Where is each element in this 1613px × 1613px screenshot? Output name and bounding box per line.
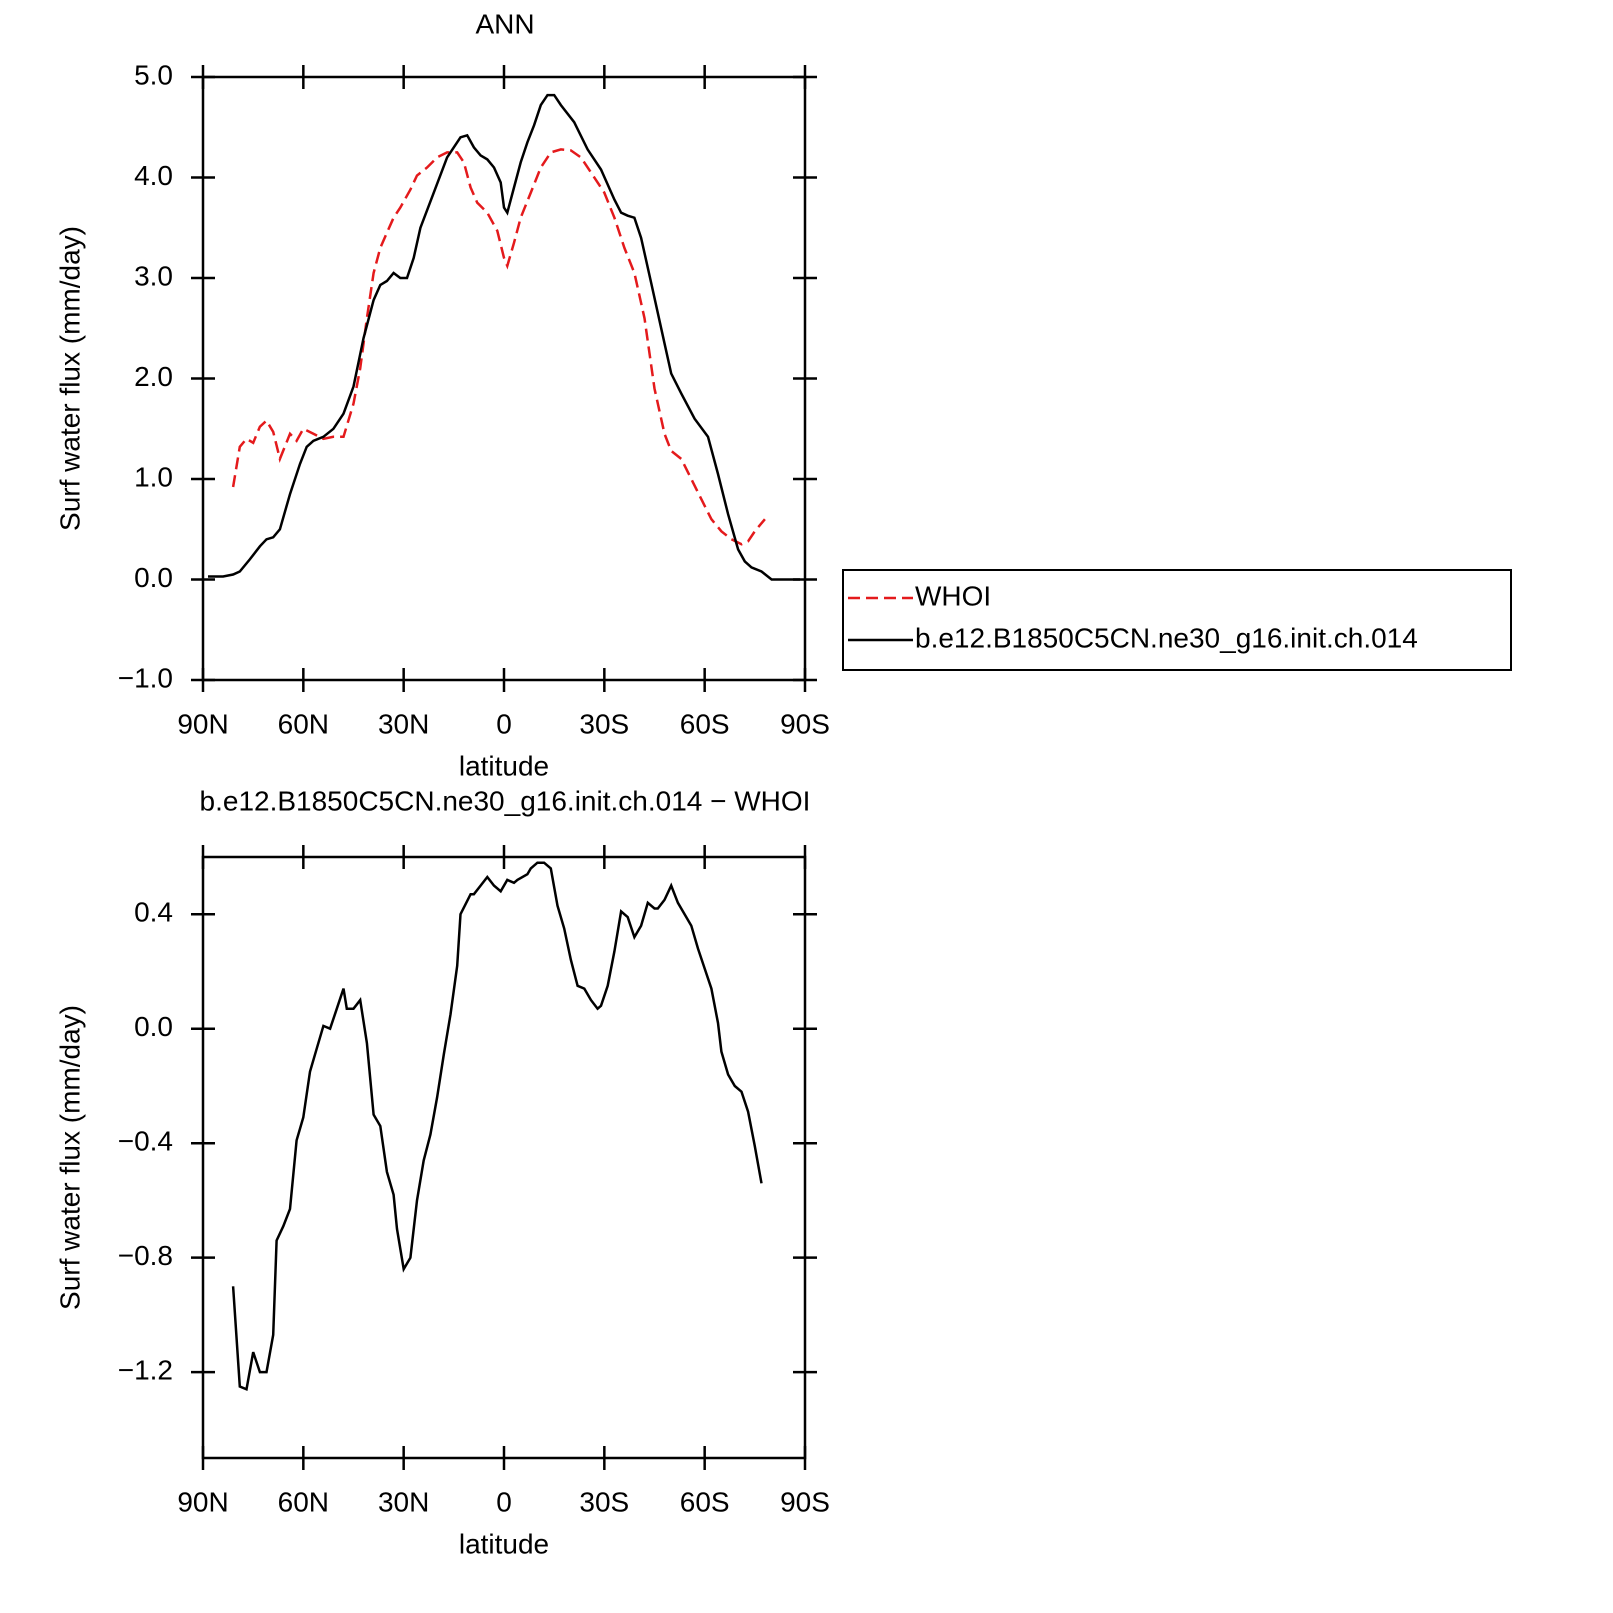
data-line (208, 93, 800, 581)
x-tick-label: 90S (780, 708, 830, 739)
x-tick-label: 30S (579, 1486, 629, 1517)
y-tick-label: 0.4 (134, 897, 173, 928)
y-tick-label: 0.0 (134, 1011, 173, 1042)
x-tick-label: 30S (579, 708, 629, 739)
legend-box (842, 569, 1512, 671)
chart-title: ANN (475, 8, 534, 39)
x-tick-label: 60N (278, 1486, 329, 1517)
legend-label: b.e12.B1850C5CN.ne30_g16.init.ch.014 (915, 622, 1418, 653)
y-tick-label: −1.2 (118, 1355, 173, 1386)
y-tick-label: 0.0 (134, 562, 173, 593)
x-tick-label: 90S (780, 1486, 830, 1517)
y-tick-label: 1.0 (134, 461, 173, 492)
y-tick-label: −0.4 (118, 1126, 173, 1157)
x-tick-label: 90N (177, 1486, 228, 1517)
x-axis-label: latitude (459, 750, 549, 781)
y-tick-label: −1.0 (118, 662, 173, 693)
x-tick-label: 30N (378, 1486, 429, 1517)
plot-frame (201, 75, 807, 682)
y-tick-label: 2.0 (134, 361, 173, 392)
y-axis-label: Surf water flux (mm/day) (54, 226, 85, 531)
x-tick-label: 0 (496, 708, 512, 739)
x-tick-label: 30N (378, 708, 429, 739)
y-tick-label: 4.0 (134, 160, 173, 191)
x-tick-label: 60N (278, 708, 329, 739)
chart-title: b.e12.B1850C5CN.ne30_g16.init.ch.014 − W… (200, 785, 811, 816)
y-tick-label: 3.0 (134, 260, 173, 291)
x-tick-label: 0 (496, 1486, 512, 1517)
data-line (231, 861, 763, 1392)
plot-frame (201, 855, 807, 1460)
x-axis-label: latitude (459, 1528, 549, 1559)
data-line (231, 148, 766, 546)
y-tick-label: 5.0 (134, 59, 173, 90)
legend-label: WHOI (915, 580, 991, 611)
y-axis-label: Surf water flux (mm/day) (54, 1005, 85, 1310)
x-tick-label: 60S (680, 708, 730, 739)
x-tick-label: 90N (177, 708, 228, 739)
legend: WHOI b.e12.B1850C5CN.ne30_g16.init.ch.014 (842, 569, 1512, 671)
x-tick-label: 60S (680, 1486, 730, 1517)
y-tick-label: −0.8 (118, 1240, 173, 1271)
